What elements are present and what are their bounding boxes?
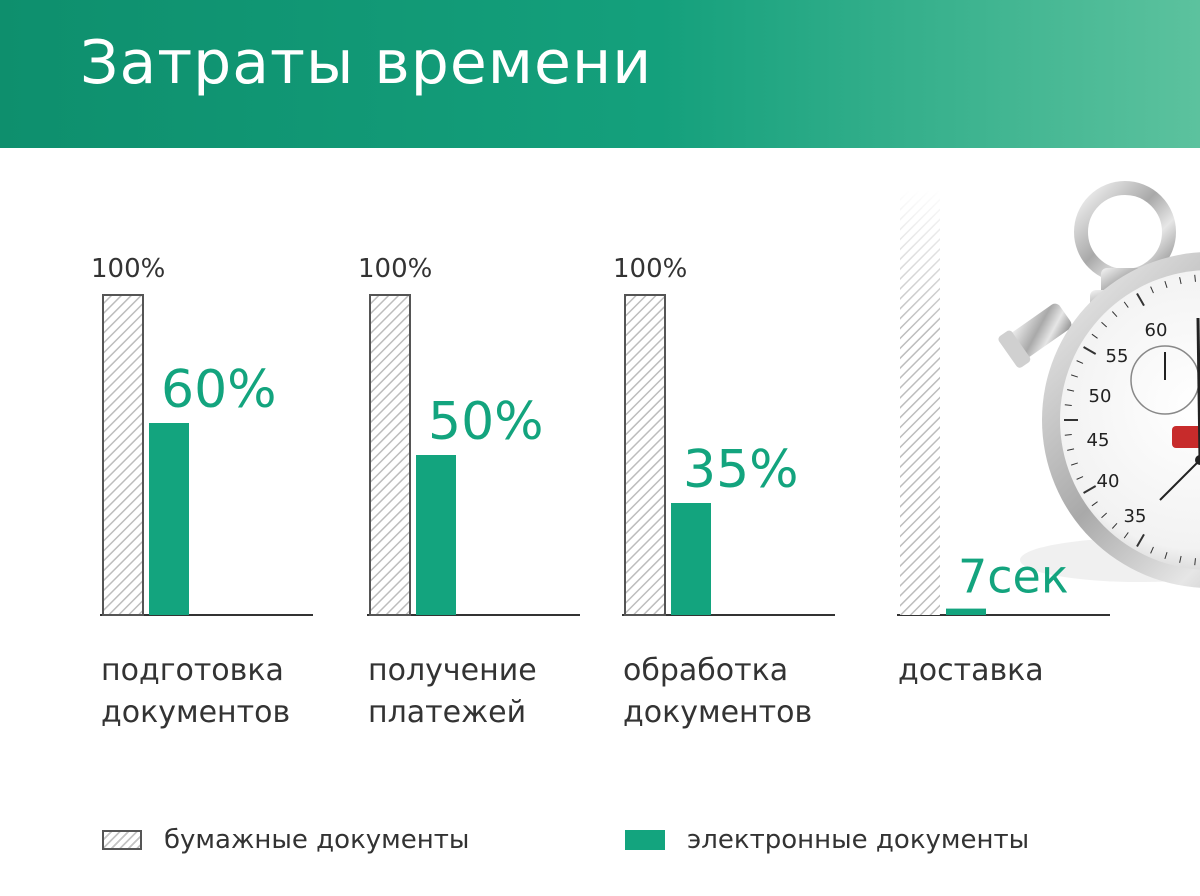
bar-paper: [102, 294, 144, 616]
svg-text:35: 35: [1124, 506, 1147, 527]
legend-label-electronic: электронные документы: [687, 825, 1030, 855]
category-label: подготовка: [101, 653, 284, 688]
data-label-electronic: 50%: [428, 392, 544, 452]
data-label-electronic: 35%: [683, 440, 799, 500]
bar-paper-fade: [898, 190, 942, 330]
svg-text:55: 55: [1106, 346, 1129, 367]
chart-category-labels: подготовка документов получение платежей обр…: [101, 653, 1044, 730]
data-label-paper: 100%: [91, 254, 165, 284]
category-label: документов: [101, 695, 290, 730]
svg-text:60: 60: [1145, 320, 1168, 341]
category-label: обработка: [623, 653, 788, 688]
category-label: документов: [623, 695, 812, 730]
header-banner: Затраты времени: [0, 0, 1200, 148]
data-label-electronic: 7сек: [958, 550, 1069, 604]
chart-value-labels: 100% 60% 100% 50% 100% 35% 7сек: [91, 254, 1069, 604]
category-label: доставка: [898, 653, 1044, 688]
legend-label-paper: бумажные документы: [164, 825, 470, 855]
data-label-paper: 100%: [358, 254, 432, 284]
svg-text:45: 45: [1087, 430, 1110, 451]
stopwatch-icon: 60 55 50 45 40 35: [998, 181, 1200, 588]
data-label-electronic: 60%: [161, 360, 277, 420]
svg-text:50: 50: [1089, 386, 1112, 407]
legend-item-electronic: электронные документы: [625, 820, 1029, 860]
bar-electronic: [946, 608, 986, 615]
legend-swatch-electronic: [625, 830, 665, 850]
bar-paper: [369, 294, 411, 616]
data-label-paper: 100%: [613, 254, 687, 284]
legend-item-paper: бумажные документы: [102, 820, 469, 860]
page-title: Затраты времени: [80, 28, 653, 98]
legend-swatch-paper: [102, 830, 142, 850]
svg-text:40: 40: [1097, 471, 1120, 492]
bar-electronic: [416, 455, 456, 615]
bar-paper: [624, 294, 666, 616]
bar-electronic: [671, 503, 711, 615]
category-label: получение: [368, 653, 537, 688]
chart-bars: [102, 190, 986, 616]
category-label: платежей: [368, 695, 526, 730]
bar-electronic: [149, 423, 189, 615]
